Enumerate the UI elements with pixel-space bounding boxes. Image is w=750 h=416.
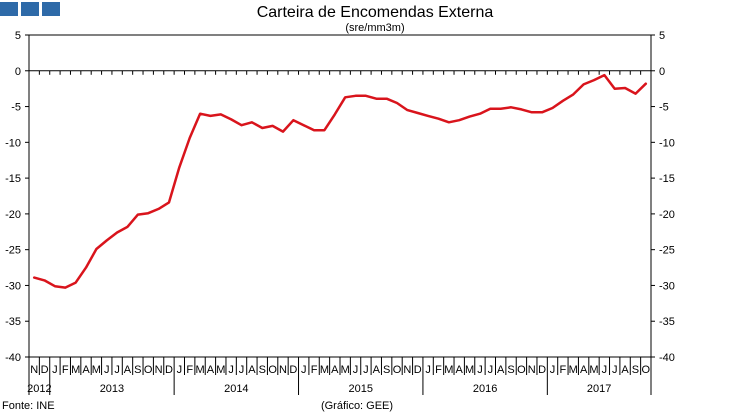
y-tick-label-left: -25 — [5, 245, 21, 257]
y-tick-label-right: -30 — [659, 280, 675, 292]
x-month-label: D — [41, 364, 49, 376]
x-month-label: M — [71, 364, 80, 376]
y-tick-label-left: -10 — [5, 137, 21, 149]
x-year-label: 2012 — [27, 383, 51, 395]
x-month-label: J — [488, 364, 494, 376]
x-year-label: 2013 — [100, 383, 124, 395]
logo-square-1 — [0, 2, 18, 16]
y-tick-label-left: -15 — [5, 173, 21, 185]
x-month-label: F — [560, 364, 567, 376]
x-month-label: A — [456, 364, 464, 376]
x-month-label: O — [642, 364, 651, 376]
y-tick-label-left: 0 — [15, 66, 21, 78]
source-note: Fonte: INE — [2, 400, 55, 412]
x-month-label: N — [279, 364, 287, 376]
y-tick-label-right: -40 — [659, 352, 675, 364]
x-month-label: S — [259, 364, 266, 376]
x-month-label: M — [341, 364, 350, 376]
x-month-label: D — [414, 364, 422, 376]
x-month-label: F — [62, 364, 69, 376]
y-tick-label-left: 5 — [15, 30, 21, 42]
x-month-label: O — [268, 364, 277, 376]
x-month-label: S — [507, 364, 514, 376]
series-line — [32, 73, 648, 289]
x-month-label: A — [373, 364, 381, 376]
x-month-label: J — [353, 364, 359, 376]
x-month-label: D — [538, 364, 546, 376]
x-month-label: A — [331, 364, 339, 376]
x-year-label: 2015 — [348, 383, 372, 395]
y-tick-label-right: -5 — [659, 102, 669, 114]
x-month-label: S — [383, 364, 390, 376]
y-tick-label-right: -35 — [659, 316, 675, 328]
x-month-label: M — [444, 364, 453, 376]
x-month-label: N — [30, 364, 38, 376]
x-month-label: F — [311, 364, 318, 376]
x-month-label: D — [165, 364, 173, 376]
x-month-label: A — [124, 364, 132, 376]
x-month-label: J — [301, 364, 307, 376]
y-tick-label-left: -5 — [11, 102, 21, 114]
y-tick-label-left: -20 — [5, 209, 21, 221]
x-month-label: A — [207, 364, 215, 376]
x-month-label: N — [528, 364, 536, 376]
x-year-label: 2017 — [587, 383, 611, 395]
x-month-label: O — [144, 364, 153, 376]
credit-note: (Gráfico: GEE) — [320, 400, 394, 412]
x-year-label: 2016 — [473, 383, 497, 395]
x-month-label: N — [155, 364, 163, 376]
x-month-label: A — [580, 364, 588, 376]
y-tick-label-right: -20 — [659, 209, 675, 221]
x-month-label: A — [82, 364, 90, 376]
x-month-label: F — [435, 364, 442, 376]
x-month-label: S — [134, 364, 141, 376]
x-year-label: 2014 — [224, 383, 248, 395]
x-month-label: M — [216, 364, 225, 376]
x-month-label: J — [425, 364, 431, 376]
x-month-label: F — [186, 364, 193, 376]
x-month-label: J — [114, 364, 120, 376]
x-month-label: M — [569, 364, 578, 376]
x-month-label: J — [363, 364, 369, 376]
plot-frame — [28, 34, 652, 358]
y-tick-label-right: -25 — [659, 245, 675, 257]
y-tick-label-left: -40 — [5, 352, 21, 364]
x-month-label: J — [477, 364, 483, 376]
x-month-label: S — [632, 364, 639, 376]
x-month-label: A — [497, 364, 505, 376]
x-month-label: A — [248, 364, 256, 376]
x-month-label: J — [52, 364, 58, 376]
x-month-label: J — [228, 364, 234, 376]
x-month-label: D — [289, 364, 297, 376]
x-month-label: A — [621, 364, 629, 376]
y-tick-label-right: 0 — [659, 66, 665, 78]
x-month-label: J — [239, 364, 245, 376]
x-month-label: M — [92, 364, 101, 376]
chart-subtitle: (sre/mm3m) — [345, 22, 405, 34]
logo-square-3 — [42, 2, 60, 16]
x-month-label: J — [550, 364, 556, 376]
y-tick-label-right: -10 — [659, 137, 675, 149]
x-month-label: M — [320, 364, 329, 376]
x-month-label: J — [104, 364, 110, 376]
x-month-label: J — [602, 364, 608, 376]
chart-title: Carteira de Encomendas Externa — [256, 4, 494, 21]
x-month-label: J — [177, 364, 183, 376]
x-month-label: M — [195, 364, 204, 376]
x-month-label: N — [403, 364, 411, 376]
x-month-label: M — [589, 364, 598, 376]
x-month-label: O — [393, 364, 402, 376]
y-tick-label-right: 5 — [659, 30, 665, 42]
y-tick-label-left: -30 — [5, 280, 21, 292]
x-month-label: O — [517, 364, 526, 376]
x-month-label: J — [612, 364, 618, 376]
x-month-label: M — [465, 364, 474, 376]
logo-square-2 — [21, 2, 39, 16]
y-tick-label-left: -35 — [5, 316, 21, 328]
y-tick-label-right: -15 — [659, 173, 675, 185]
